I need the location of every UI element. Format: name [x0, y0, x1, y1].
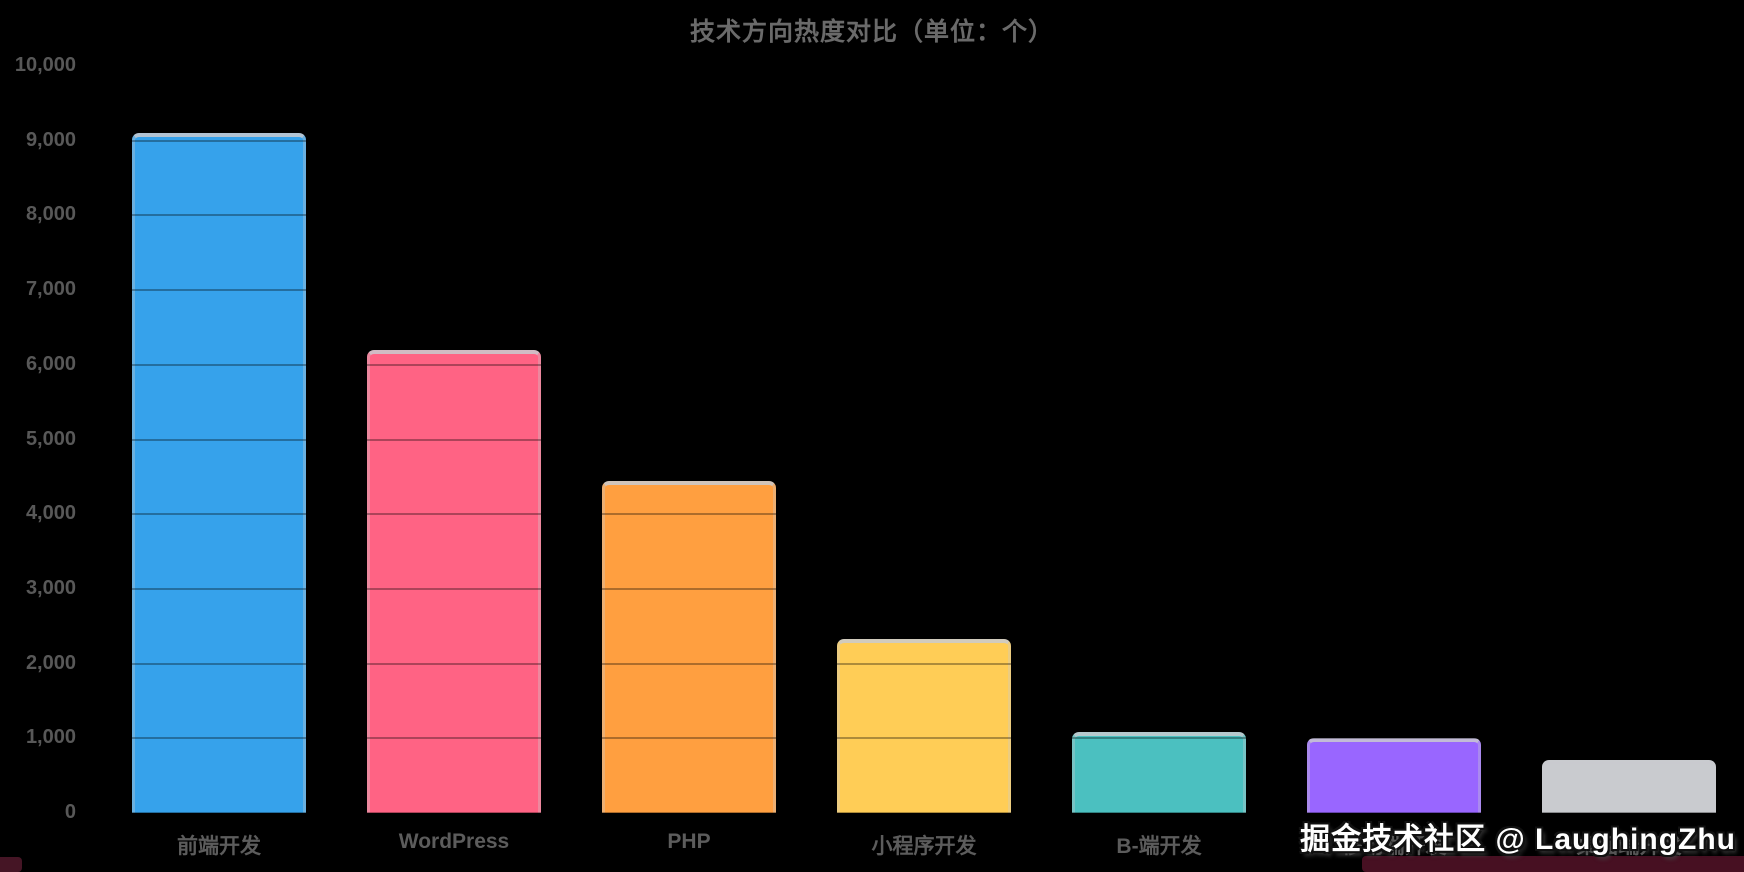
x-tick-label-移动端开发: 移动端开发: [1341, 835, 1447, 858]
y-tick-label: 7,000: [25, 278, 76, 301]
y-tick-label: 2,000: [25, 651, 76, 674]
gridline: [85, 438, 1740, 441]
bar-前端开发[interactable]: [132, 133, 306, 813]
gridline: [85, 289, 1740, 292]
cropped-banner-artifact-left: [0, 857, 22, 872]
y-tick-label: 9,000: [25, 128, 76, 151]
gridline: [85, 513, 1740, 516]
y-tick-label: 10,000: [14, 54, 76, 76]
gridline: [85, 662, 1740, 665]
bar-小程序开发[interactable]: [837, 639, 1011, 813]
y-tick-label: 4,000: [25, 502, 76, 525]
x-tick-label-前端开发: 前端开发: [177, 835, 261, 858]
gridline: [85, 363, 1740, 366]
y-tick-label: 6,000: [25, 352, 76, 375]
y-tick-label: 8,000: [25, 203, 76, 226]
bar-PHP[interactable]: [602, 481, 776, 813]
x-tick-label-WordPress: WordPress: [398, 830, 510, 853]
gridline: [85, 214, 1740, 217]
y-tick-label: 5,000: [25, 427, 76, 450]
chart-title: 技术方向热度对比（单位：个）: [689, 18, 1054, 46]
y-tick-label: 3,000: [25, 576, 76, 599]
x-tick-label-B-端开发: B-端开发: [1116, 835, 1202, 858]
plot-area: [85, 65, 1740, 814]
x-tick-label-小程序开发: 小程序开发: [871, 835, 977, 858]
y-tick-label: 0: [64, 801, 76, 823]
x-tick-label-PHP: PHP: [667, 830, 711, 853]
gridline: [85, 737, 1740, 740]
gridline: [85, 812, 1740, 814]
gridline: [85, 65, 1740, 67]
gridline: [85, 139, 1740, 142]
bar-B-端开发[interactable]: [1072, 732, 1246, 813]
gridline: [85, 587, 1740, 590]
cropped-banner-artifact-right: [1362, 856, 1744, 872]
bar-WordPress[interactable]: [367, 350, 541, 813]
watermark-text: 掘金技术社区 @ LaughingZhu: [1300, 823, 1736, 856]
bar-桌面端开发[interactable]: [1542, 760, 1716, 813]
y-tick-label: 1,000: [25, 726, 76, 749]
x-tick-label-桌面端开发: 桌面端开发: [1576, 835, 1682, 858]
bar-移动端开发[interactable]: [1307, 738, 1481, 813]
